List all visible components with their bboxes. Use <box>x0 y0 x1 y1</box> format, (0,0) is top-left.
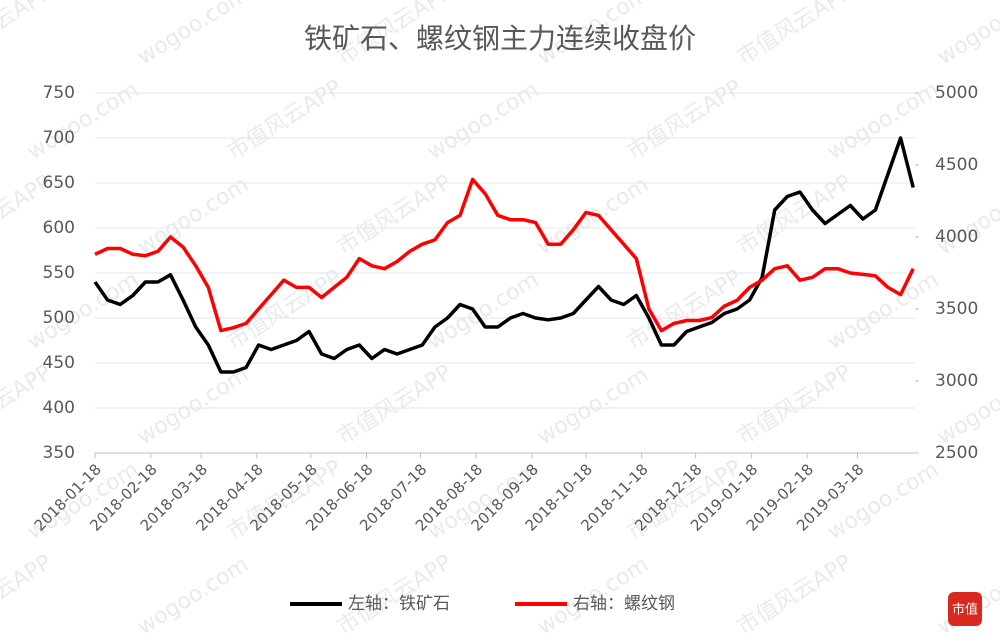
watermark: wogoo.com <box>23 77 143 165</box>
y2-tick-label: 5000 <box>935 83 978 103</box>
watermark: 市值风云APP <box>733 550 856 640</box>
watermark: wogoo.com <box>933 0 1000 70</box>
watermark: wogoo.com <box>423 267 543 355</box>
watermark: 市值风云APP <box>333 170 456 260</box>
watermark: 市值风云APP <box>0 550 56 640</box>
watermark: 市值风云APP <box>733 0 856 70</box>
y-tick-label: 350 <box>43 443 75 463</box>
y2-tick-label: 3500 <box>935 299 978 319</box>
y2-tick-label: 4000 <box>935 227 978 247</box>
series-line <box>94 177 915 333</box>
watermark: wogoo.com <box>533 362 653 450</box>
watermark: wogoo.com <box>23 267 143 355</box>
y-tick-label: 650 <box>43 173 75 193</box>
watermark: wogoo.com <box>133 552 253 640</box>
y-tick-label: 450 <box>43 353 75 373</box>
watermark: wogoo.com <box>133 172 253 260</box>
watermark: wogoo.com <box>133 0 253 70</box>
chart-title: 铁矿石、螺纹钢主力连续收盘价 <box>304 22 696 55</box>
watermark: 市值风云APP <box>733 360 856 450</box>
logo-text: 市值 <box>952 602 978 618</box>
watermark: 市值风云APP <box>623 75 746 165</box>
y-tick-label: 400 <box>43 398 75 418</box>
y-tick-label: 500 <box>43 308 75 328</box>
watermark: 市值风云APP <box>223 75 346 165</box>
watermark: wogoo.com <box>423 77 543 165</box>
legend-label: 左轴：铁矿石 <box>348 594 450 614</box>
watermark: wogoo.com <box>823 457 943 545</box>
y-tick-label: 550 <box>43 263 75 283</box>
y2-tick-label: 2500 <box>935 443 978 463</box>
y-tick-label: 600 <box>43 218 75 238</box>
legend-label: 右轴：螺纹钢 <box>573 594 675 614</box>
y-tick-label: 700 <box>43 128 75 148</box>
y-tick-label: 750 <box>43 83 75 103</box>
logo-box <box>948 592 982 626</box>
y2-tick-label: 4500 <box>935 155 978 175</box>
watermark: wogoo.com <box>133 362 253 450</box>
series-line <box>93 136 915 374</box>
watermark: 市值风云APP <box>0 0 56 70</box>
watermark: wogoo.com <box>823 267 943 355</box>
watermark: 市值风云APP <box>333 360 456 450</box>
watermark: wogoo.com <box>533 172 653 260</box>
y2-tick-label: 3000 <box>935 371 978 391</box>
watermark: wogoo.com <box>823 77 943 165</box>
